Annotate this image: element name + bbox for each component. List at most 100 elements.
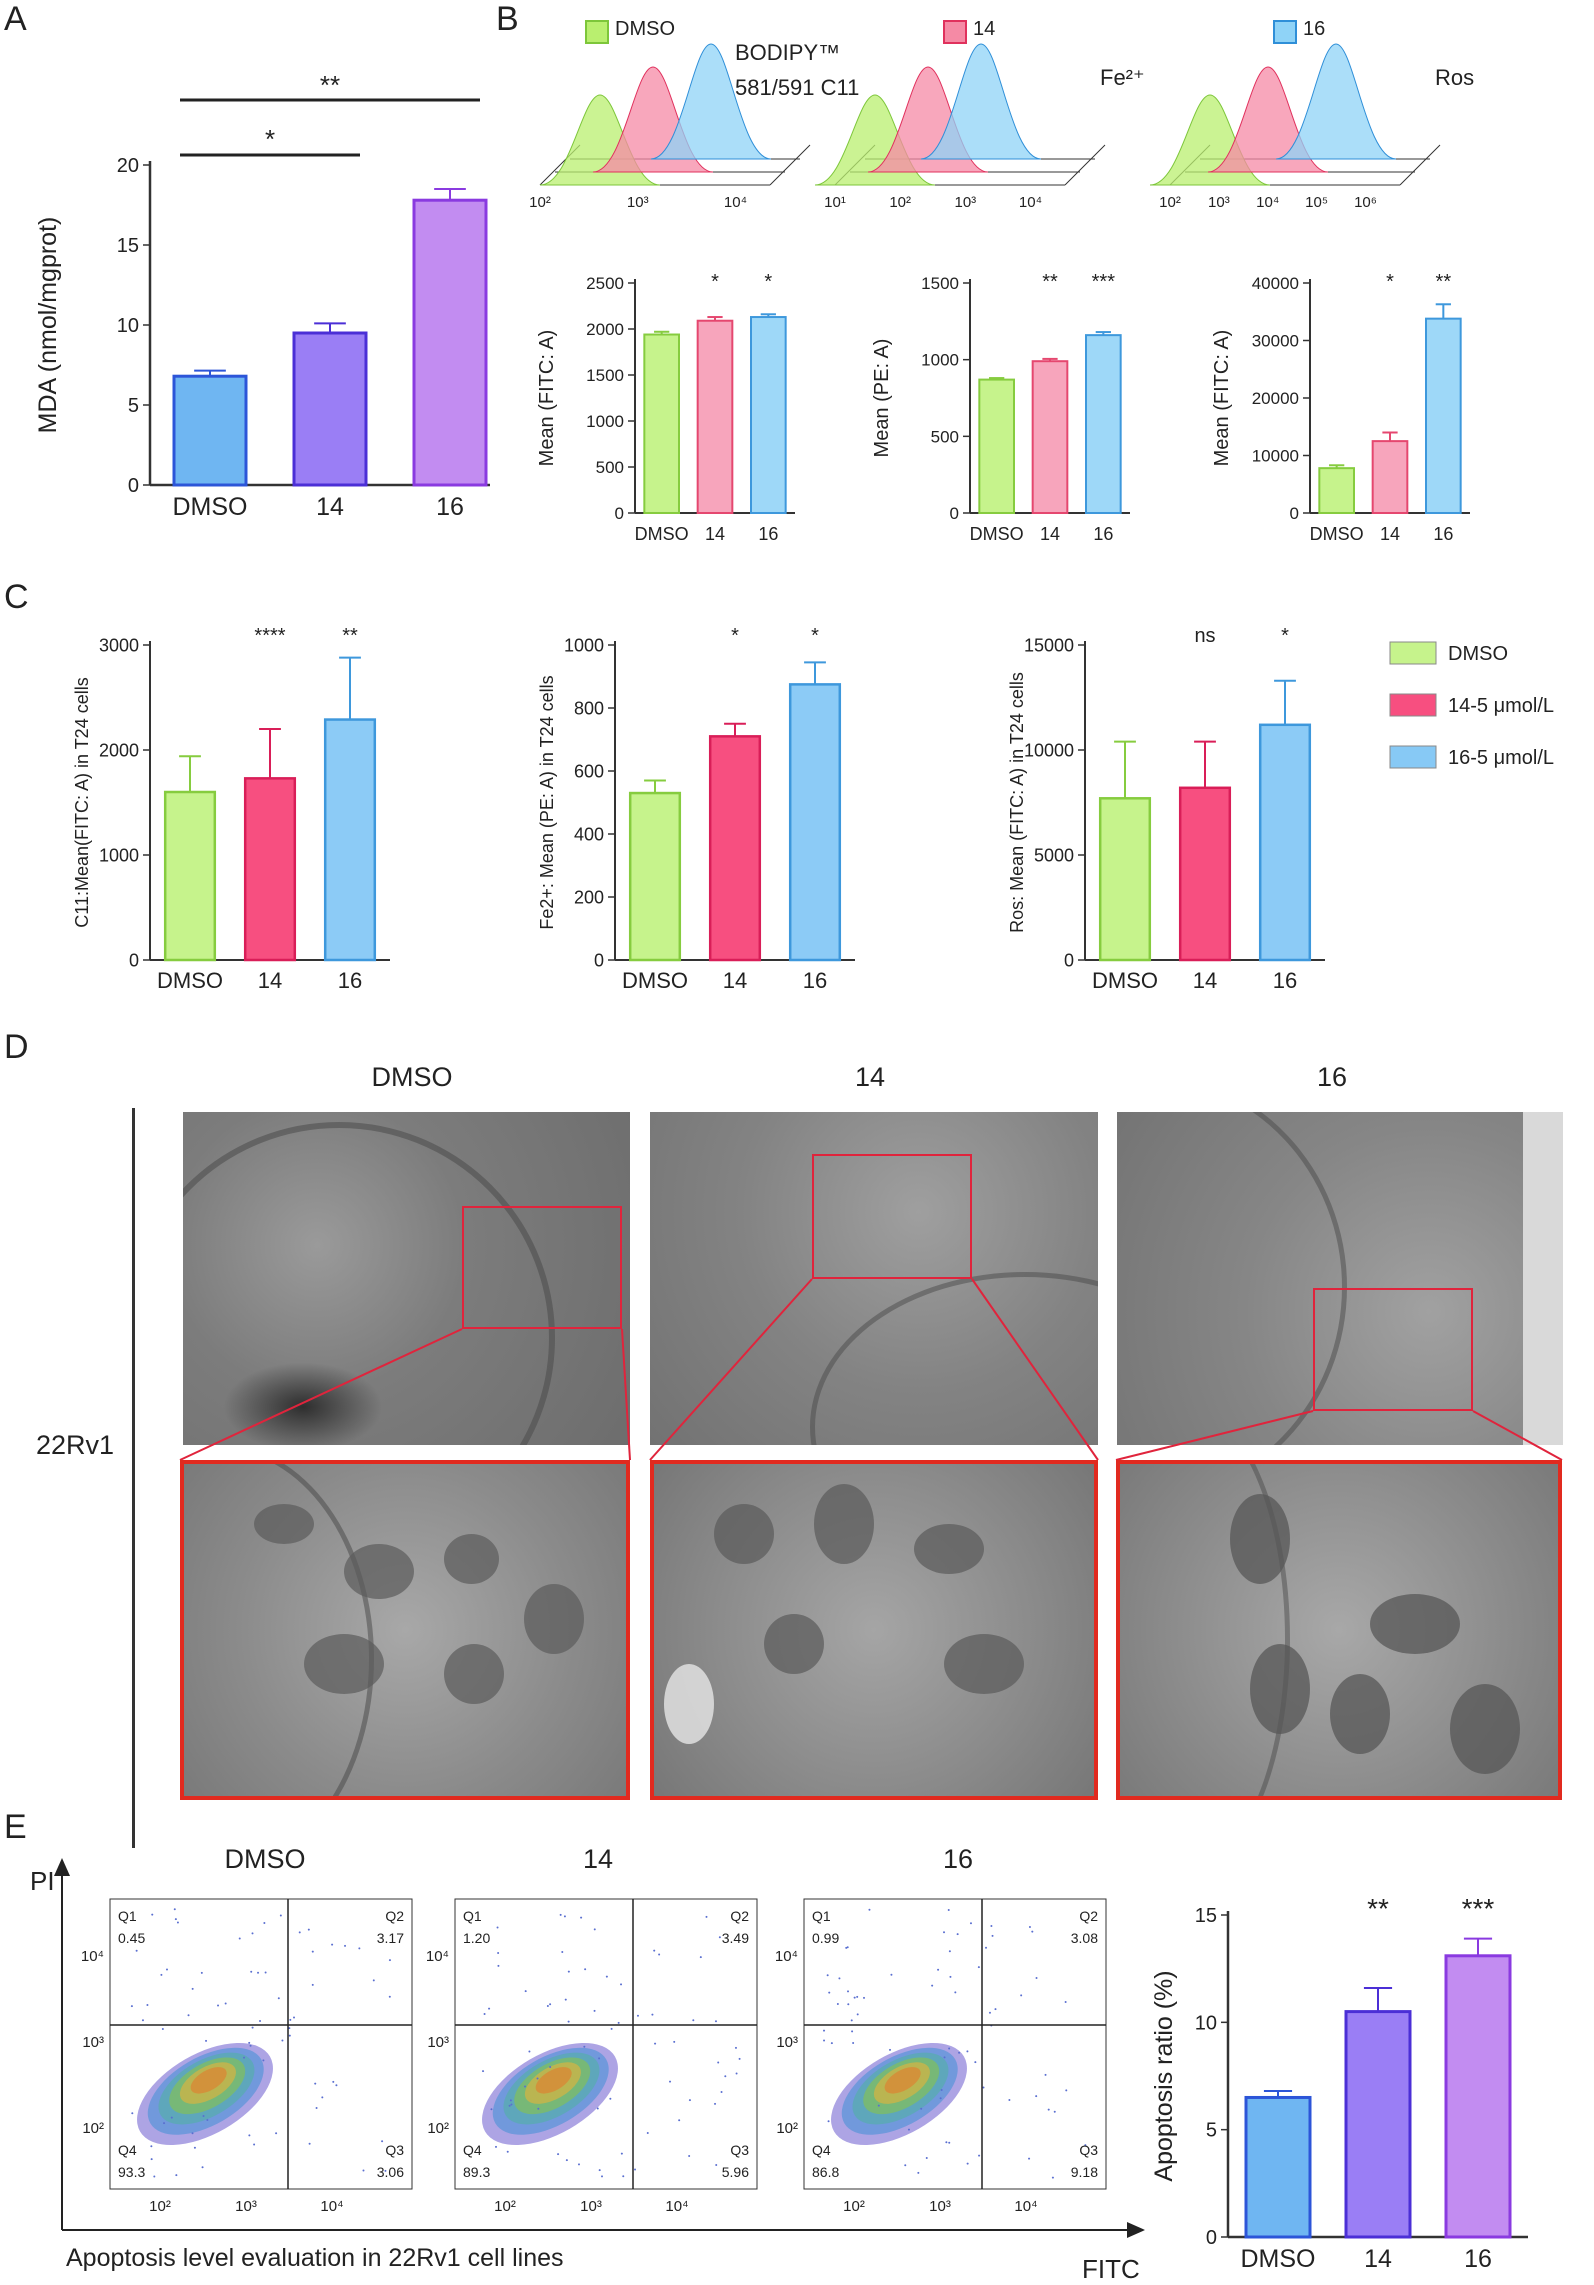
b-chart-2: 0 10000 20000 30000 40000 DMSO 14 * 16 ** Mean (FI… xyxy=(1211,271,1470,544)
flow-xtick: 10² xyxy=(149,2198,171,2215)
flow-dot xyxy=(966,2050,969,2053)
c-legend-swatch xyxy=(1389,693,1437,717)
flow-dot xyxy=(1047,2108,1050,2111)
flow-ytick: 10³ xyxy=(82,2034,104,2051)
flow-dot xyxy=(580,1916,583,1919)
c1-bar xyxy=(788,683,842,962)
em-roi-16 xyxy=(1313,1288,1473,1411)
q2-value: 3.49 xyxy=(722,1930,749,1946)
sig-label-1: * xyxy=(265,124,275,154)
flow-dot xyxy=(734,2046,737,2049)
c1-ytick-label: 800 xyxy=(574,698,604,718)
b0-ytick-label: 0 xyxy=(615,504,624,523)
q3-name: Q3 xyxy=(1079,2142,1098,2158)
flow-dot xyxy=(735,2072,738,2075)
flow-dot xyxy=(248,2041,251,2044)
flow-dot xyxy=(985,1946,988,1949)
flow-dot xyxy=(622,2175,625,2178)
flow-dot xyxy=(251,2026,254,2029)
hist-grid-edge xyxy=(1399,144,1441,186)
c0-category-label: 14 xyxy=(258,968,282,993)
b2-significance: * xyxy=(1386,271,1394,293)
flow-dot xyxy=(949,1975,952,1978)
apoptosis-bar-chart: 0 5 10 15 DMSO 14 ** 16 *** Apoptosis ratio (%) xyxy=(1150,1893,1528,2273)
flow-dot xyxy=(224,2002,227,2005)
flow-dot xyxy=(146,2004,149,2007)
c2-bar xyxy=(1258,723,1312,962)
c0-bar xyxy=(163,790,217,962)
hist-tick-label: 10¹ xyxy=(824,194,846,211)
flow-dot xyxy=(249,2044,252,2047)
flow-dot xyxy=(605,1975,608,1978)
flow-dot xyxy=(1044,2073,1047,2076)
flow-dot xyxy=(202,2114,205,2117)
flow-dot xyxy=(826,1974,829,1977)
flow-dot xyxy=(851,2030,854,2033)
b0-significance: * xyxy=(711,271,719,293)
flow-plot-1: Q1 1.20 Q2 3.49 Q3 5.96 Q4 89.3 10⁴ 10³ 10² 10² 10³ 1… xyxy=(426,1898,758,2215)
flow-dot xyxy=(524,1990,527,1993)
flow-dot xyxy=(331,1943,334,1946)
b1-category-label: DMSO xyxy=(970,524,1024,544)
flow-dot xyxy=(277,1997,280,2000)
b1-significance: ** xyxy=(1042,271,1058,293)
panel-e: DMSO 14 16 Apoptosis level evaluation in… xyxy=(0,1830,1594,2285)
flow-dot xyxy=(565,2159,568,2162)
flow-dot xyxy=(982,2086,985,2089)
c1-ytick-label: 0 xyxy=(594,950,604,970)
flow-plot-frame xyxy=(109,1898,413,2190)
q3-name: Q3 xyxy=(385,2142,404,2158)
flow-plot-2: Q1 0.99 Q2 3.08 Q3 9.18 Q4 86.8 10⁴ 10³ 10² 10² 10³ 1… xyxy=(775,1898,1107,2215)
flow-dot xyxy=(830,2042,833,2045)
c-legend-label: DMSO xyxy=(1448,643,1508,665)
flow-dot xyxy=(557,2153,560,2156)
flow-ytick: 10⁴ xyxy=(426,1948,449,1965)
flow-dot xyxy=(161,2027,164,2030)
flow-dot xyxy=(724,2075,727,2078)
mda-bar xyxy=(292,331,368,487)
legend-swatch xyxy=(1273,20,1297,44)
c0-ytick-label: 2000 xyxy=(99,740,139,760)
flow-dot xyxy=(248,2134,251,2137)
flow-dot xyxy=(917,2171,920,2174)
apop-ytick-label: 5 xyxy=(1206,2120,1217,2142)
flow-dot xyxy=(610,2027,613,2030)
flow-ytick: 10² xyxy=(427,2120,449,2137)
flow-dot xyxy=(259,2019,262,2022)
flow-dot xyxy=(947,1908,950,1911)
flow-dot xyxy=(1028,1926,1031,1929)
flow-dot xyxy=(335,2084,338,2087)
flow-dot xyxy=(620,1983,623,1986)
hist-curve-16 xyxy=(650,43,772,160)
flow-dot xyxy=(187,2014,190,2017)
legend-swatch xyxy=(585,20,609,44)
legend-swatch xyxy=(943,20,967,44)
flow-dot xyxy=(1031,1930,1034,1933)
em-column-dmso: DMSO xyxy=(371,1062,453,1092)
flow-dot xyxy=(496,1926,499,1929)
flow-plot-frame xyxy=(454,1898,758,2190)
panel-label-b: B xyxy=(496,0,519,38)
flow-dot xyxy=(1064,2001,1067,2004)
flow-dot xyxy=(692,2019,695,2022)
q4-value: 86.8 xyxy=(812,2164,839,2180)
b2-bar xyxy=(1318,467,1355,514)
flow-dot xyxy=(497,1952,500,1955)
b2-y-axis-label: Mean (FITC: A) xyxy=(1211,330,1233,467)
flow-dot xyxy=(314,2082,317,2085)
mda-category-label: 14 xyxy=(316,493,344,521)
c1-bar xyxy=(708,735,762,962)
flow-xtick: 10³ xyxy=(580,2198,602,2215)
b1-category-label: 16 xyxy=(1093,524,1113,544)
mda-ytick-label: 10 xyxy=(117,315,139,337)
apop-category-label: DMSO xyxy=(1241,2245,1316,2273)
em-column-16: 16 xyxy=(1316,1062,1348,1092)
c0-y-axis-label: C11:Mean(FITC: A) in T24 cells xyxy=(72,677,92,927)
flow-dot xyxy=(994,2008,997,2011)
flow-dot xyxy=(311,1950,314,1953)
row-bracket xyxy=(132,1108,135,1848)
flow-dot xyxy=(288,2034,291,2037)
flow-dot xyxy=(948,2047,951,2050)
hist-curve-16 xyxy=(1275,43,1397,160)
flow-dot xyxy=(176,1921,179,1924)
